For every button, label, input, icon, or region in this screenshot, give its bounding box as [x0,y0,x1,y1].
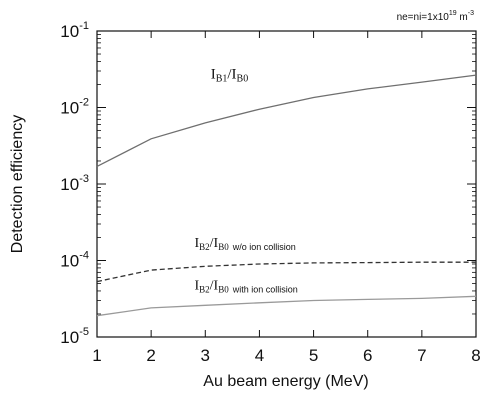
x-tick-label: 1 [92,346,101,365]
x-tick-label: 3 [201,346,210,365]
series-line-2 [96,261,476,283]
x-axis-title: Au beam energy (MeV) [203,373,368,390]
x-tick-label: 4 [255,346,264,365]
series-line-3 [96,295,477,317]
y-tick-label: 10-2 [60,97,89,118]
y-tick-label: 10-3 [60,173,89,194]
y-tick-label: 10-1 [60,20,89,41]
x-tick-label: 5 [309,346,318,365]
x-tick-label: 2 [146,346,155,365]
x-tick-labels: 1 2 3 4 5 6 7 8 [92,346,480,365]
series-label-2: IB2/IB0 w/o ion collision [194,236,295,252]
y-tick-label: 10-5 [60,326,89,347]
y-axis-title: Detection efficiency [9,115,26,253]
plot-frame [96,30,477,338]
series-annotations: IB1/IB0 IB2/IB0 w/o ion collision IB2/IB0 wi… [194,66,297,294]
series-label-1: IB1/IB0 [211,66,249,84]
series-layer [96,74,477,317]
x-tick-label: 6 [363,346,372,365]
x-tick-label: 7 [417,346,426,365]
y-tick-label: 10-4 [60,250,89,271]
x-tick-label: 8 [471,346,480,365]
series-line-1 [96,74,477,167]
corner-note: ne=ni=1x1019 m-3 [397,10,475,23]
series-label-3: IB2/IB0 with ion collision [194,278,297,294]
y-tick-labels: 10-5 10-4 10-3 10-2 10-1 [60,20,89,347]
tick-marks [97,31,476,337]
